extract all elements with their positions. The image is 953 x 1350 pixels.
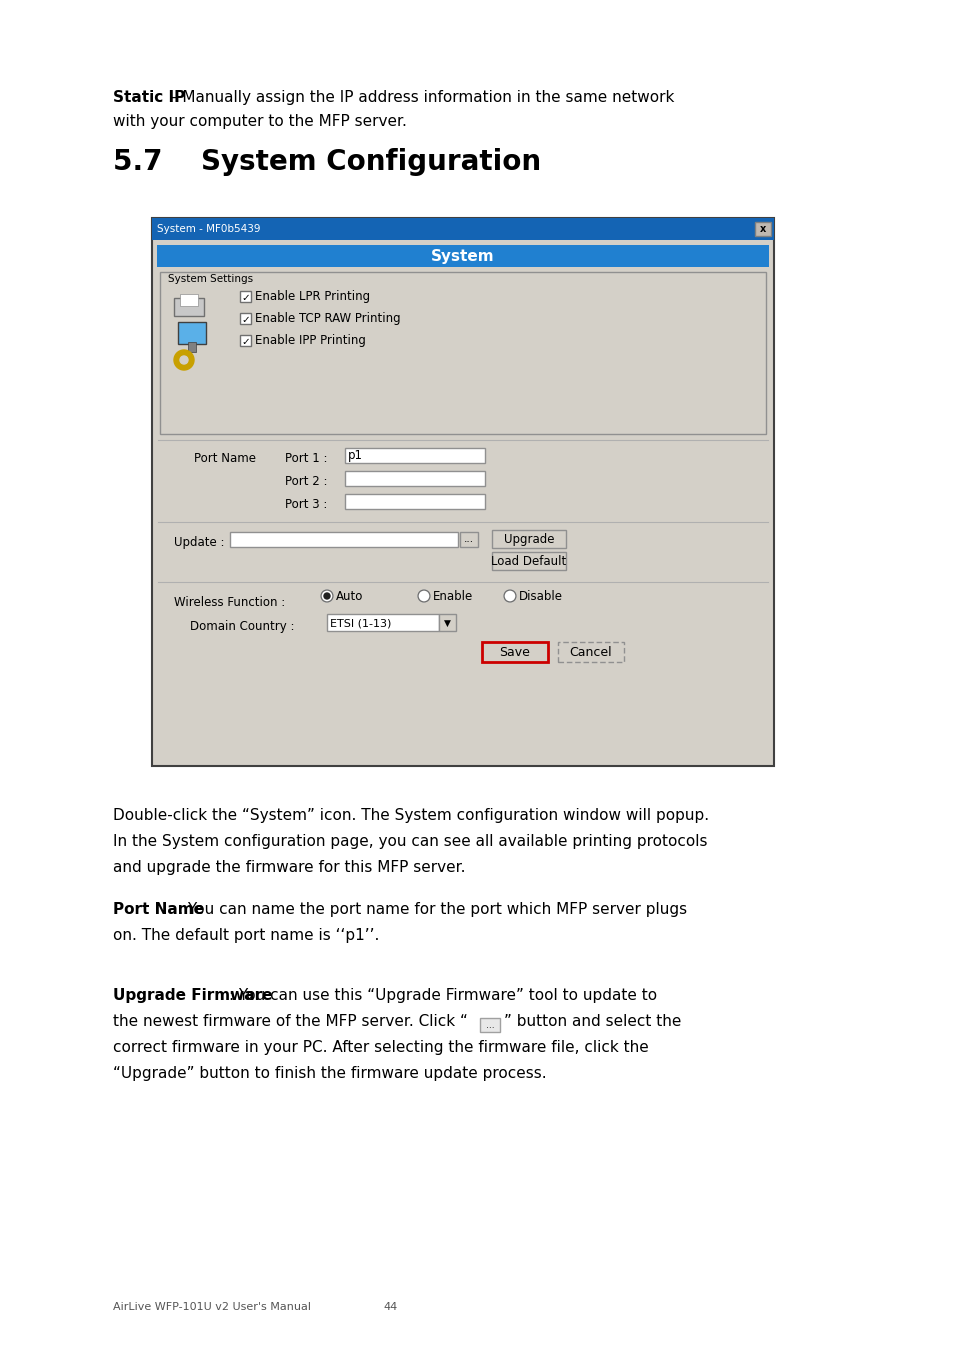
Text: and upgrade the firmware for this MFP server.: and upgrade the firmware for this MFP se… [112,860,465,875]
FancyBboxPatch shape [327,614,438,630]
Text: on. The default port name is ‘‘p1’’.: on. The default port name is ‘‘p1’’. [112,927,379,944]
Text: ✓: ✓ [241,315,250,324]
Text: : You can name the port name for the port which MFP server plugs: : You can name the port name for the por… [178,902,686,917]
Text: Port 1 :: Port 1 : [285,452,327,464]
Text: ✓: ✓ [241,336,250,347]
Text: System Settings: System Settings [168,274,253,284]
Circle shape [417,590,430,602]
FancyBboxPatch shape [345,471,484,486]
FancyBboxPatch shape [173,298,204,316]
FancyBboxPatch shape [479,1018,499,1031]
FancyBboxPatch shape [481,643,547,662]
FancyBboxPatch shape [754,221,770,236]
FancyBboxPatch shape [558,643,623,662]
FancyBboxPatch shape [492,552,565,570]
Circle shape [503,590,516,602]
Text: ETSI (1-13): ETSI (1-13) [330,618,391,628]
Text: x: x [760,224,765,235]
Text: : You can use this “Upgrade Firmware” tool to update to: : You can use this “Upgrade Firmware” to… [229,988,657,1003]
FancyBboxPatch shape [178,323,206,344]
Text: correct firmware in your PC. After selecting the firmware file, click the: correct firmware in your PC. After selec… [112,1040,648,1054]
FancyBboxPatch shape [152,217,773,765]
Text: 5.7    System Configuration: 5.7 System Configuration [112,148,540,176]
FancyBboxPatch shape [240,335,251,346]
Text: the newest firmware of the MFP server. Click “: the newest firmware of the MFP server. C… [112,1014,467,1029]
Circle shape [173,350,193,370]
FancyBboxPatch shape [240,292,251,302]
Text: System: System [431,248,495,265]
Text: Enable TCP RAW Printing: Enable TCP RAW Printing [254,312,400,325]
Text: ▼: ▼ [443,618,451,628]
Text: Auto: Auto [335,590,363,602]
Text: In the System configuration page, you can see all available printing protocols: In the System configuration page, you ca… [112,834,707,849]
FancyBboxPatch shape [152,217,773,240]
FancyBboxPatch shape [345,494,484,509]
Text: p1: p1 [348,450,363,462]
Text: ...: ... [463,535,474,544]
Text: Save: Save [499,647,530,659]
FancyBboxPatch shape [438,614,456,630]
Text: Disable: Disable [518,590,562,602]
Text: Enable: Enable [433,590,473,602]
Text: ✓: ✓ [241,293,250,302]
Text: Update :: Update : [173,536,224,549]
FancyBboxPatch shape [188,342,195,352]
Text: Enable LPR Printing: Enable LPR Printing [254,290,370,302]
Text: Load Default: Load Default [491,555,566,568]
FancyBboxPatch shape [345,448,484,463]
Text: Enable IPP Printing: Enable IPP Printing [254,333,366,347]
FancyBboxPatch shape [230,532,457,547]
Text: Domain Country :: Domain Country : [190,620,294,633]
Text: Wireless Function :: Wireless Function : [173,595,285,609]
FancyBboxPatch shape [492,531,565,548]
Text: “Upgrade” button to finish the firmware update process.: “Upgrade” button to finish the firmware … [112,1066,546,1081]
FancyBboxPatch shape [180,294,198,306]
FancyBboxPatch shape [160,271,765,433]
Text: Port Name: Port Name [193,452,255,464]
Text: AirLive WFP-101U v2 User's Manual: AirLive WFP-101U v2 User's Manual [112,1301,311,1312]
Text: Port Name: Port Name [112,902,204,917]
Circle shape [180,356,188,365]
Text: Upgrade: Upgrade [503,533,554,545]
Text: Static IP: Static IP [112,90,185,105]
Text: Port 3 :: Port 3 : [285,498,327,512]
Text: Double-click the “System” icon. The System configuration window will popup.: Double-click the “System” icon. The Syst… [112,809,708,824]
Text: ” button and select the: ” button and select the [503,1014,680,1029]
Text: 44: 44 [382,1301,396,1312]
FancyBboxPatch shape [240,313,251,324]
Text: Upgrade Firmware: Upgrade Firmware [112,988,273,1003]
Text: System - MF0b5439: System - MF0b5439 [157,224,260,235]
Text: – Manually assign the IP address information in the same network: – Manually assign the IP address informa… [165,90,674,105]
Text: Port 2 :: Port 2 : [285,475,327,487]
Text: ...: ... [485,1021,494,1030]
Circle shape [320,590,333,602]
FancyBboxPatch shape [459,532,477,547]
Circle shape [324,593,330,599]
Text: Cancel: Cancel [569,647,612,659]
FancyBboxPatch shape [157,244,768,267]
Text: with your computer to the MFP server.: with your computer to the MFP server. [112,113,406,130]
